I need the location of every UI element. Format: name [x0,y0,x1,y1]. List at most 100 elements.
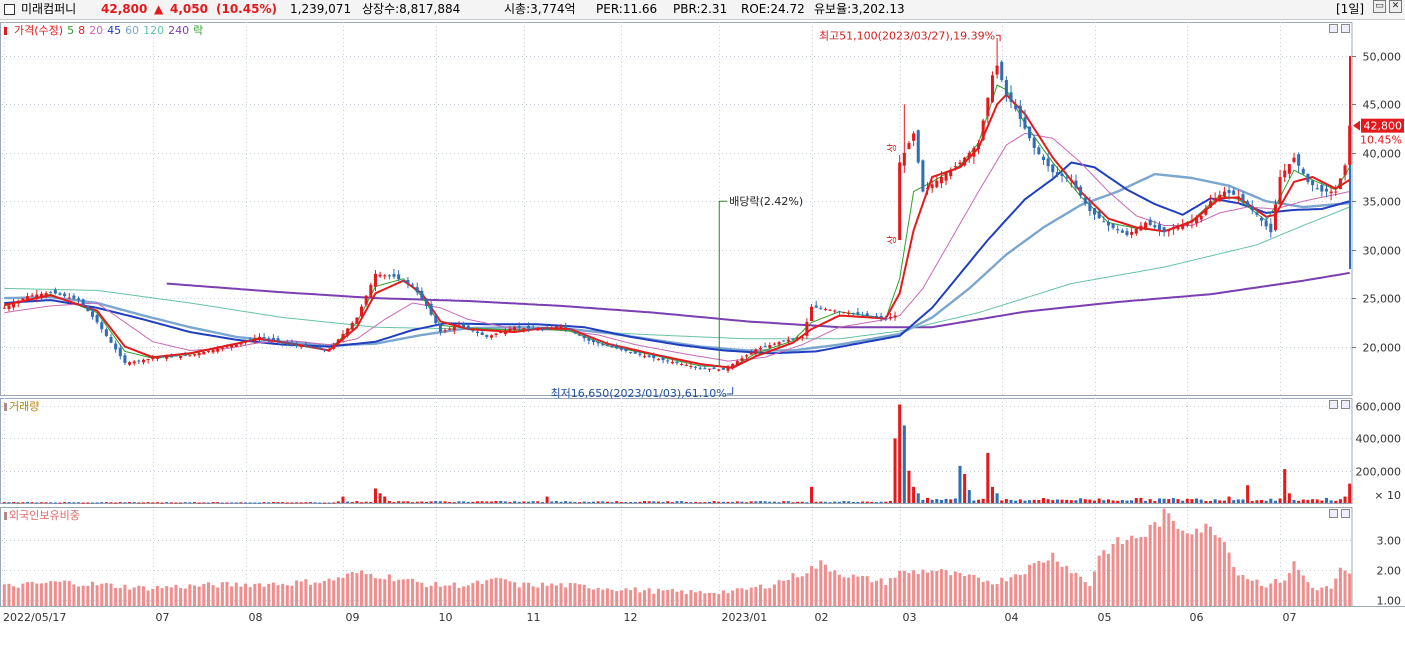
volume-bar [72,502,76,504]
foreign-bar [981,581,985,606]
candle-body [392,274,396,277]
volume-bar [680,501,684,503]
candle [160,355,164,358]
volume-bar [517,501,521,503]
volume-bar [967,490,971,503]
volume-bar [169,502,173,504]
volume-bar [791,502,795,504]
volume-bar [703,502,707,504]
period-button[interactable]: [1일] [1336,2,1365,16]
foreign-bar [995,584,999,606]
y-tick-label: 20,000 [1363,342,1402,355]
candle [605,341,609,347]
ma20-line [4,132,1350,362]
foreign-bar [615,591,619,606]
volume-bar [1125,500,1129,503]
foreign-bar [485,580,489,606]
foreign-bar [1028,564,1032,606]
candle-body [318,346,322,349]
high-annotation: 최고51,100(2023/03/27),19.39% [819,29,995,42]
volume-bar [118,502,122,504]
foreign-bar [698,591,702,606]
volume-bar [1023,500,1027,503]
legend-marker-icon [4,512,7,520]
candle-body [1278,177,1282,205]
volume-bar [369,501,373,503]
volume-bar [745,502,749,504]
volume-bar [411,502,415,504]
foreign-bar [72,584,76,606]
restore-icon[interactable]: ▭ [1373,0,1386,13]
candle-body [7,305,11,310]
volume-bar [489,501,493,503]
candle [1167,229,1171,237]
foreign-bar [550,583,554,606]
close-icon[interactable]: ✕ [1389,0,1402,13]
high-pointer [996,34,1001,42]
candle-body [383,275,387,277]
candle [879,312,883,322]
volume-bar [1190,499,1194,503]
candle-body [629,351,633,353]
candle [475,327,480,337]
foreign-bar [276,585,280,606]
candle [230,344,234,351]
volume-bar [1343,496,1347,503]
candle [151,355,155,362]
low-annotation: 최저16,650(2023/01/03),61.10% [551,387,727,400]
candle-body [633,351,637,354]
candle-body [763,346,767,348]
volume-bar [494,501,498,503]
foreign-bar [44,582,48,606]
foreign-bar [884,585,888,606]
volume-bar [1079,498,1083,503]
candle-body [907,143,911,149]
candle-body [1037,147,1041,155]
candle [1102,216,1106,223]
candle-body [466,325,470,330]
candle-body [169,356,173,358]
volume-bar [39,502,43,504]
volume-bar [782,501,786,503]
volume-bar [1306,499,1310,503]
foreign-bar [299,581,303,606]
candle [758,345,763,352]
volume-bar [313,502,317,504]
foreign-bar [1287,572,1291,606]
volume-bar [768,501,772,503]
foreign-bar [828,571,832,606]
volume-bar [513,501,517,503]
candle-body [823,309,827,311]
candle [554,325,558,331]
volume-bar [128,502,132,504]
candle-body [81,299,85,306]
candle-body [777,342,781,345]
candle [1171,223,1175,235]
volume-bar [16,502,20,504]
candle-body [1111,223,1115,228]
foreign-bar [114,587,118,606]
foreign-bar [160,588,164,606]
candle [893,311,897,321]
foreign-bar [1264,587,1268,606]
candle [1241,191,1245,207]
foreign-bar [596,587,600,606]
volume-bar [387,501,391,503]
candle [1218,190,1222,203]
checkbox-icon[interactable] [4,4,15,15]
axes: 2022/05/17 07 08 09 10 11 12 2023/01 02 03 04 05 06 0… [3,51,1401,625]
candle [271,334,275,343]
foreign-bar [118,588,122,606]
foreign-bar [100,583,104,606]
candle [861,311,865,316]
candle [146,358,150,364]
x-tick-label: 04 [1005,611,1019,624]
foreign-bar [81,585,85,606]
candle-body [193,354,197,356]
volume-bar [1241,499,1245,503]
foreign-bar [480,584,484,606]
candle [383,274,387,280]
volume-bar [285,502,289,504]
foreign-bar [318,583,322,606]
candle-body [805,321,809,336]
